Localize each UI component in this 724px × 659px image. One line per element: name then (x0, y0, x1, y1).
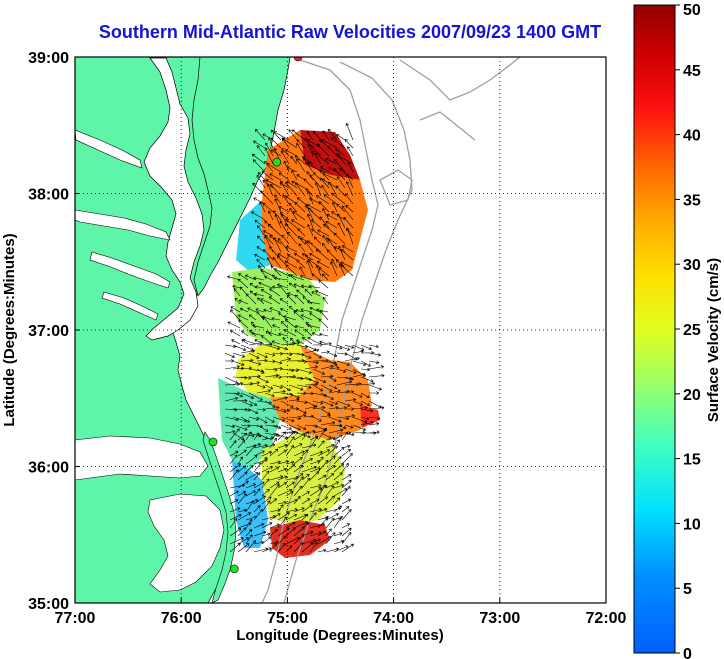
radar-station[interactable] (230, 564, 239, 574)
land-delmarva (191, 57, 291, 297)
colorbar-ramp (633, 4, 676, 654)
velocity-region-mid-red (360, 405, 380, 428)
velocity-region-mid-orange (270, 345, 372, 440)
albemarle-sound (75, 435, 209, 481)
radar-station[interactable] (293, 53, 303, 62)
radar-station[interactable] (272, 157, 282, 167)
y-tick-label: 36:00 (28, 460, 69, 477)
x-tick-label: 73:00 (479, 610, 520, 627)
colorbar-tick-label: 40 (683, 128, 701, 145)
colorbar-tick-label: 10 (683, 516, 701, 533)
y-axis: 35:00 36:00 37:00 38:00 39:00 (28, 50, 80, 613)
x-tick-label: 75:00 (267, 610, 308, 627)
x-axis-label: Longitude (Degrees:Minutes) (236, 627, 444, 644)
colorbar-label: Surface Velocity (cm/s) (705, 258, 722, 422)
y-tick-label: 38:00 (28, 187, 69, 204)
colorbar-tick-label: 25 (683, 322, 701, 339)
colorbar-tick-label: 0 (683, 646, 692, 659)
colorbar-ticks: 0 5 10 15 20 25 30 35 40 45 50 (675, 2, 701, 659)
colorbar-tick-label: 45 (683, 63, 701, 80)
colorbar-tick-label: 20 (683, 387, 701, 404)
map-area[interactable] (75, 53, 606, 603)
y-axis-label: Latitude (Degrees:Minutes) (1, 233, 18, 426)
colorbar-tick-label: 5 (683, 581, 692, 598)
map-grid (75, 57, 606, 603)
map-title: Southern Mid-Atlantic Raw Velocities 200… (98, 22, 602, 42)
radar-stations (208, 53, 303, 574)
x-tick-label: 72:00 (586, 610, 627, 627)
colorbar-tick-label: 30 (683, 257, 701, 274)
colorbar: 0 5 10 15 20 25 30 35 40 45 50 Surface Velocity (c… (633, 2, 722, 659)
river-delaware (75, 129, 143, 169)
outer-banks (202, 431, 237, 603)
colorbar-tick-label: 50 (683, 2, 701, 19)
radar-station[interactable] (208, 437, 218, 447)
x-axis: 77:00 76:00 75:00 74:00 73:00 72:00 (55, 598, 627, 627)
chesapeake-bay (143, 57, 205, 341)
colorbar-tick-label: 35 (683, 192, 701, 209)
river-rappahannock (89, 251, 171, 289)
river-york (101, 291, 159, 321)
colorbar-tick-label: 15 (683, 452, 701, 469)
x-tick-label: 76:00 (161, 610, 202, 627)
pamlico-sound (147, 493, 225, 593)
x-tick-label: 74:00 (373, 610, 414, 627)
velocity-arrow-set (224, 123, 385, 553)
y-tick-label: 37:00 (28, 323, 69, 340)
velocity-arrows (224, 123, 385, 553)
y-tick-label: 35:00 (28, 596, 69, 613)
x-tick-label: 77:00 (55, 610, 96, 627)
river-potomac (75, 209, 171, 241)
velocity-region-south-red (270, 520, 330, 558)
y-tick-label: 39:00 (28, 50, 69, 67)
